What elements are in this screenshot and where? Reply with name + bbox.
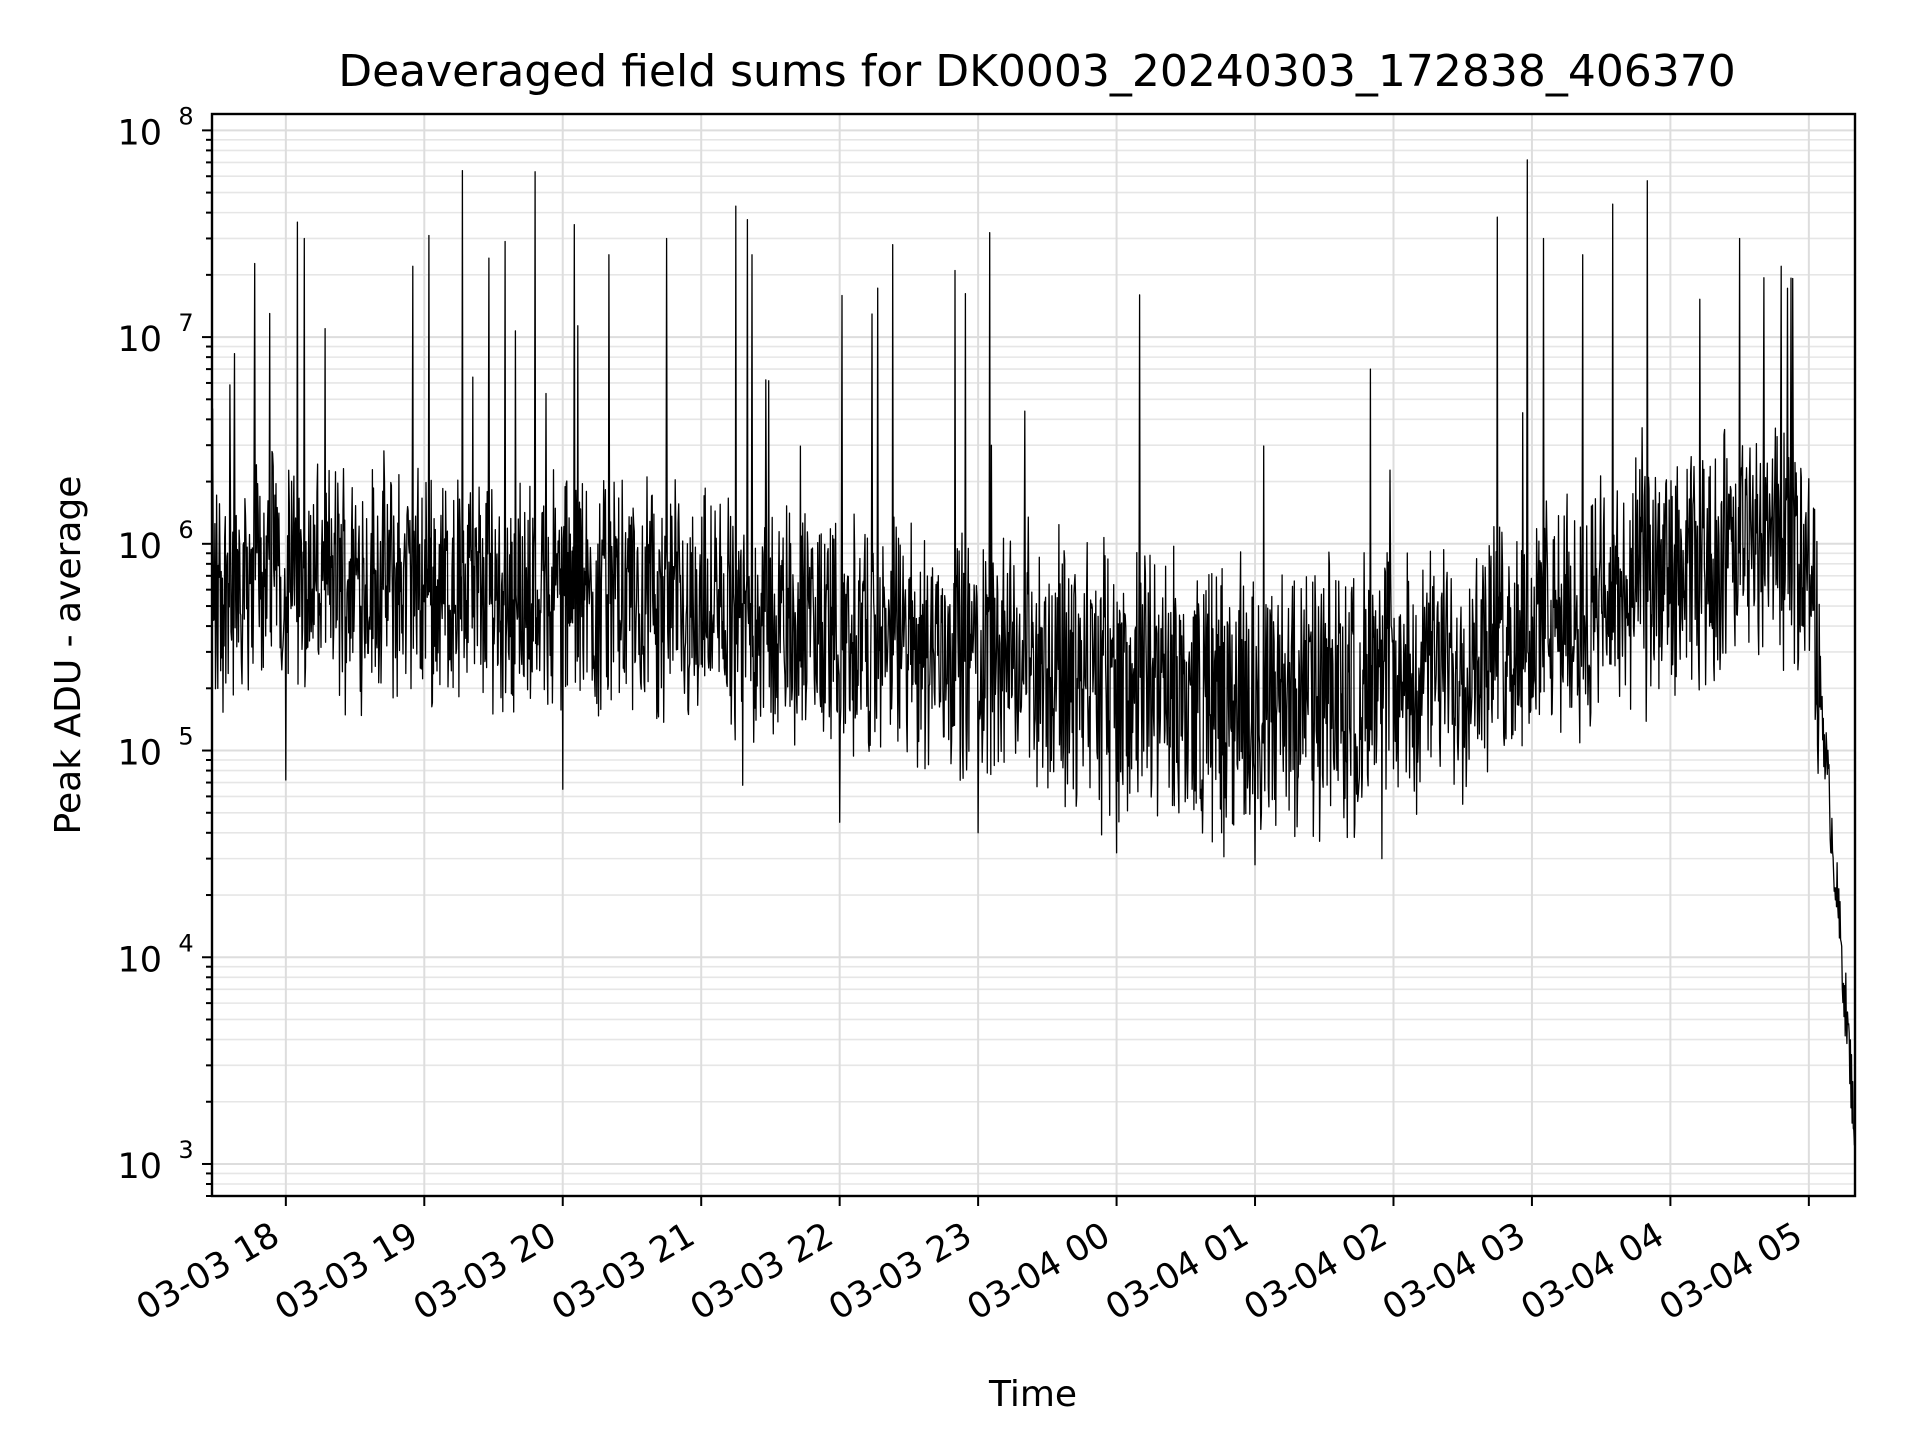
chart-title: Deaveraged field sums for DK0003_2024030… bbox=[338, 46, 1736, 97]
y-tick-label: 10 bbox=[117, 527, 162, 567]
y-tick-label: 10 bbox=[117, 320, 162, 360]
y-tick-label: 10 bbox=[117, 113, 162, 153]
y-tick-exponent: 5 bbox=[178, 723, 193, 751]
x-axis-label: Time bbox=[988, 1374, 1077, 1415]
y-axis: 10 3 10 4 10 5 10 6 10 7 10 8 bbox=[117, 102, 212, 1197]
y-tick-exponent: 6 bbox=[178, 516, 193, 544]
grid bbox=[212, 114, 1855, 1197]
series-line bbox=[211, 159, 1856, 1146]
y-tick-exponent: 3 bbox=[178, 1136, 193, 1164]
y-tick-exponent: 4 bbox=[178, 929, 193, 957]
series-layer bbox=[211, 159, 1856, 1146]
y-tick-exponent: 8 bbox=[178, 102, 193, 130]
plot-frame bbox=[210, 112, 1857, 1198]
y-tick-label: 10 bbox=[117, 734, 162, 774]
y-tick-exponent: 7 bbox=[178, 309, 193, 337]
y-tick-label: 10 bbox=[117, 1147, 162, 1187]
y-tick-label: 10 bbox=[117, 940, 162, 980]
y-axis-label: Peak ADU - average bbox=[48, 476, 89, 835]
